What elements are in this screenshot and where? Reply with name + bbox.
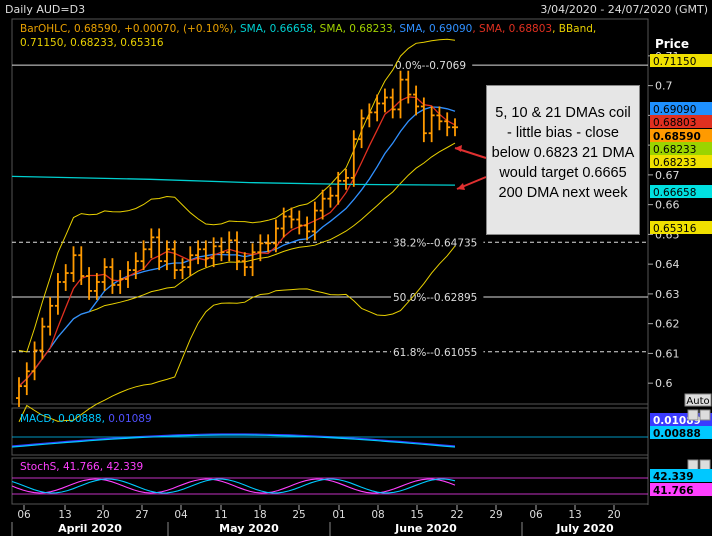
price-tag-value: 0.69090 <box>653 104 696 116</box>
auto-button <box>684 393 712 407</box>
y-tick-label: 0.63 <box>655 288 680 301</box>
y-tick-label: 0.61 <box>655 347 680 360</box>
price-tag-value: 0.71150 <box>653 56 696 68</box>
price-tag <box>650 185 712 198</box>
legend-segment: , SMA, 0.66658 <box>233 23 313 35</box>
price-tag <box>650 142 712 155</box>
fib-label: 38.2%--0.64735 <box>393 237 477 249</box>
x-tick-label: 13 <box>568 509 581 521</box>
legend-segment: , SMA, 0.68803 <box>472 23 552 35</box>
price-tag <box>650 54 712 67</box>
sma-200 <box>11 175 456 186</box>
x-tick-label: 22 <box>450 509 463 521</box>
header-bar <box>0 0 712 18</box>
macd-line <box>11 434 456 448</box>
macd-tag-value: 0.00888 <box>653 428 701 440</box>
x-tick-label: 06 <box>17 509 31 521</box>
legend-segment: 0.01089 <box>108 413 151 425</box>
price-legend-line2: 0.71150, 0.68233, 0.65316 <box>20 37 164 49</box>
legend-segment: MACD, 0.00888, <box>20 413 108 425</box>
price-tag <box>650 115 712 128</box>
x-tick-label: 01 <box>332 509 345 521</box>
price-tag <box>650 102 712 115</box>
fib-label-bg <box>391 235 484 249</box>
y-tick-label: 0.7 <box>655 80 673 93</box>
y-tick-label: 0.67 <box>655 169 680 182</box>
x-tick-label: 25 <box>292 509 305 521</box>
date-range: 3/04/2020 - 24/07/2020 (GMT) <box>540 3 708 16</box>
stoch-tag-value: 41.766 <box>653 485 694 497</box>
fib-label: 50.0%--0.62895 <box>393 292 477 304</box>
legend-segment: , SMA, 0.69090 <box>393 23 473 35</box>
price-tag-value: 0.68233 <box>653 144 696 156</box>
stoch-d-line <box>11 478 456 494</box>
panel-button <box>699 409 711 421</box>
panel-button <box>687 459 699 471</box>
fib-label: 61.8%--0.61055 <box>393 347 477 359</box>
price-label: Price <box>655 37 689 51</box>
price-tag-value: 0.66658 <box>653 187 696 199</box>
x-tick-label: 15 <box>410 509 423 521</box>
macd-legend: MACD, 0.00888, 0.01089 <box>20 413 152 425</box>
stoch-tag-value: 42.339 <box>653 471 694 483</box>
fib-label: 0.0%--0.7069 <box>395 60 466 72</box>
x-tick-label: 08 <box>371 509 384 521</box>
stoch-tag <box>650 469 712 482</box>
arrow-head <box>457 183 465 190</box>
y-tick-label: 0.64 <box>655 258 680 271</box>
stoch-tag <box>650 483 712 496</box>
stoch-legend: StochS, 41.766, 42.339 <box>20 461 143 473</box>
bband-upper <box>18 38 456 353</box>
x-tick-label: 27 <box>135 509 148 521</box>
fib-label-bg <box>391 344 484 358</box>
legend-segment: , SMA, 0.68233 <box>313 23 393 35</box>
month-label: July 2020 <box>555 522 614 535</box>
price-tag <box>650 221 712 234</box>
panel-button <box>699 459 711 471</box>
price-tag-value: 0.68590 <box>653 131 701 143</box>
macd-signal-line <box>11 433 456 447</box>
price-tag <box>650 129 712 142</box>
month-label: May 2020 <box>219 522 279 535</box>
annotation-box: 5, 10 & 21 DMAs coil - little bias - clo… <box>486 85 640 235</box>
y-tick-label: 0.62 <box>655 318 680 331</box>
x-tick-label: 20 <box>607 509 620 521</box>
legend-segment: , BBand, <box>552 23 596 35</box>
legend-segment: BarOHLC, 0.68590, +0.00070, (+0.10%) <box>20 23 233 35</box>
price-tag-value: 0.65316 <box>653 223 697 235</box>
y-tick-label: 0.66 <box>655 199 680 212</box>
panel-button <box>687 409 699 421</box>
x-tick-label: 29 <box>489 509 502 521</box>
price-tag-value: 0.68803 <box>653 117 696 129</box>
x-tick-label: 13 <box>58 509 71 521</box>
x-tick-label: 11 <box>214 509 227 521</box>
fib-label-bg <box>393 58 473 72</box>
fib-label-bg <box>391 290 484 304</box>
x-tick-label: 06 <box>529 509 543 521</box>
x-axis-band <box>0 505 712 536</box>
price-tag <box>650 155 712 168</box>
x-tick-label: 04 <box>174 509 188 521</box>
x-tick-label: 20 <box>96 509 109 521</box>
bband-lower <box>18 245 456 423</box>
month-label: June 2020 <box>394 522 457 535</box>
macd-tag <box>650 426 712 439</box>
price-legend: BarOHLC, 0.68590, +0.00070, (+0.10%), SM… <box>20 23 596 35</box>
price-tag-value: 0.68233 <box>653 157 696 169</box>
x-tick-label: 18 <box>253 509 266 521</box>
chart-symbol: Daily AUD=D3 <box>5 3 85 16</box>
annotation-text: 5, 10 & 21 DMAs coil - little bias - clo… <box>491 105 635 201</box>
arrow-head <box>455 145 462 152</box>
month-label: April 2020 <box>58 522 122 535</box>
auto-label: Auto <box>686 396 709 407</box>
y-tick-label: 0.6 <box>655 377 673 390</box>
